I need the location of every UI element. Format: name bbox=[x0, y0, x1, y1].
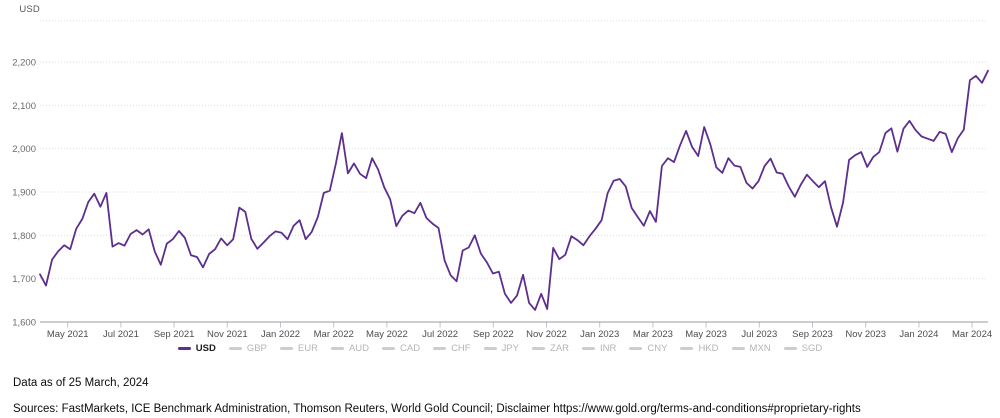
y-axis-label: 1,900 bbox=[12, 188, 36, 199]
legend-dash-icon bbox=[532, 346, 546, 350]
x-axis-label: Jul 2022 bbox=[422, 329, 458, 340]
legend-item-mxn[interactable]: MXN bbox=[731, 342, 771, 354]
legend-label: CHF bbox=[451, 342, 471, 354]
y-axis-label: 1,700 bbox=[12, 274, 36, 285]
legend-dash-icon bbox=[483, 346, 497, 350]
x-axis-label: Jul 2023 bbox=[741, 329, 777, 340]
y-axis-unit-label: USD bbox=[19, 4, 40, 15]
legend-dash-icon bbox=[228, 346, 242, 350]
data-as-of-note: Data as of 25 March, 2024 bbox=[13, 377, 149, 389]
legend-label: CNY bbox=[647, 342, 668, 354]
x-axis-label: Mar 2022 bbox=[314, 329, 354, 340]
legend-label: JPY bbox=[501, 342, 520, 354]
legend-item-usd[interactable]: USD bbox=[177, 342, 216, 354]
legend-dash-icon bbox=[433, 346, 447, 350]
x-axis-label: Sep 2022 bbox=[473, 329, 514, 340]
legend-item-cad[interactable]: CAD bbox=[382, 343, 420, 354]
legend-dash-icon bbox=[330, 346, 344, 350]
legend-item-aud[interactable]: AUD bbox=[330, 342, 369, 354]
x-axis-label: Jan 2024 bbox=[899, 329, 938, 340]
legend-item-gbp[interactable]: GBP bbox=[228, 342, 267, 354]
x-axis-label: May 2022 bbox=[366, 329, 408, 340]
legend-dash-icon bbox=[731, 346, 745, 350]
x-axis-label: Jan 2022 bbox=[261, 329, 300, 340]
x-axis-label: Sep 2021 bbox=[154, 329, 195, 340]
sources-note: Sources: FastMarkets, ICE Benchmark Admi… bbox=[13, 403, 861, 415]
x-axis-label: Jan 2023 bbox=[580, 329, 619, 340]
legend-label: INR bbox=[600, 342, 617, 354]
legend-label: USD bbox=[195, 342, 216, 354]
x-axis-label: Sep 2023 bbox=[792, 329, 833, 340]
x-axis-label: Mar 2024 bbox=[952, 329, 992, 340]
x-axis-label: Nov 2023 bbox=[845, 329, 886, 340]
legend-dash-icon bbox=[279, 346, 293, 350]
legend-label: GBP bbox=[246, 342, 267, 354]
x-axis-label: Nov 2022 bbox=[526, 329, 567, 340]
chart-legend: USD GBP EUR AUD CAD CHF JPY ZAR INR CNY HKD MXN SGD bbox=[0, 341, 1000, 355]
legend-item-inr[interactable]: INR bbox=[582, 343, 616, 354]
gold-price-line-chart[interactable]: 2,200 2,100 2,000 1,900 1,800 1,700 1,600 May 2… bbox=[0, 0, 1000, 340]
legend-item-cny[interactable]: CNY bbox=[629, 343, 667, 354]
legend-label: HKD bbox=[698, 342, 719, 354]
legend-dash-icon bbox=[582, 346, 596, 350]
legend-dash-icon bbox=[783, 346, 797, 350]
legend-item-chf[interactable]: CHF bbox=[433, 343, 471, 354]
legend-item-jpy[interactable]: JPY bbox=[483, 342, 520, 354]
legend-dash-icon bbox=[382, 346, 395, 350]
legend-label: EUR bbox=[297, 342, 318, 354]
legend-label: CAD bbox=[400, 342, 421, 354]
y-axis-label: 2,000 bbox=[12, 144, 36, 155]
legend-dash-icon bbox=[629, 346, 643, 350]
usd-price-line[interactable] bbox=[39, 69, 989, 311]
legend-item-eur[interactable]: EUR bbox=[279, 342, 318, 354]
legend-label: AUD bbox=[348, 342, 369, 354]
legend-dash-icon bbox=[177, 346, 191, 350]
x-axis-label: Nov 2021 bbox=[207, 329, 248, 340]
legend-dash-icon bbox=[680, 346, 694, 350]
x-axis-label: Mar 2023 bbox=[633, 329, 673, 340]
legend-item-zar[interactable]: ZAR bbox=[532, 343, 569, 354]
legend-item-hkd[interactable]: HKD bbox=[680, 342, 719, 354]
x-axis-label: Jul 2021 bbox=[103, 329, 139, 340]
y-axis-label: 1,600 bbox=[12, 318, 36, 329]
y-axis-label: 2,200 bbox=[12, 58, 36, 69]
x-axis-label: May 2023 bbox=[685, 329, 727, 340]
legend-label: ZAR bbox=[550, 342, 570, 354]
legend-label: MXN bbox=[749, 342, 771, 354]
y-axis-label: 1,800 bbox=[12, 231, 36, 242]
x-axis-label: May 2021 bbox=[47, 329, 89, 340]
legend-label: SGD bbox=[801, 342, 823, 354]
y-axis-label: 2,100 bbox=[12, 101, 36, 112]
legend-item-sgd[interactable]: SGD bbox=[783, 342, 823, 354]
